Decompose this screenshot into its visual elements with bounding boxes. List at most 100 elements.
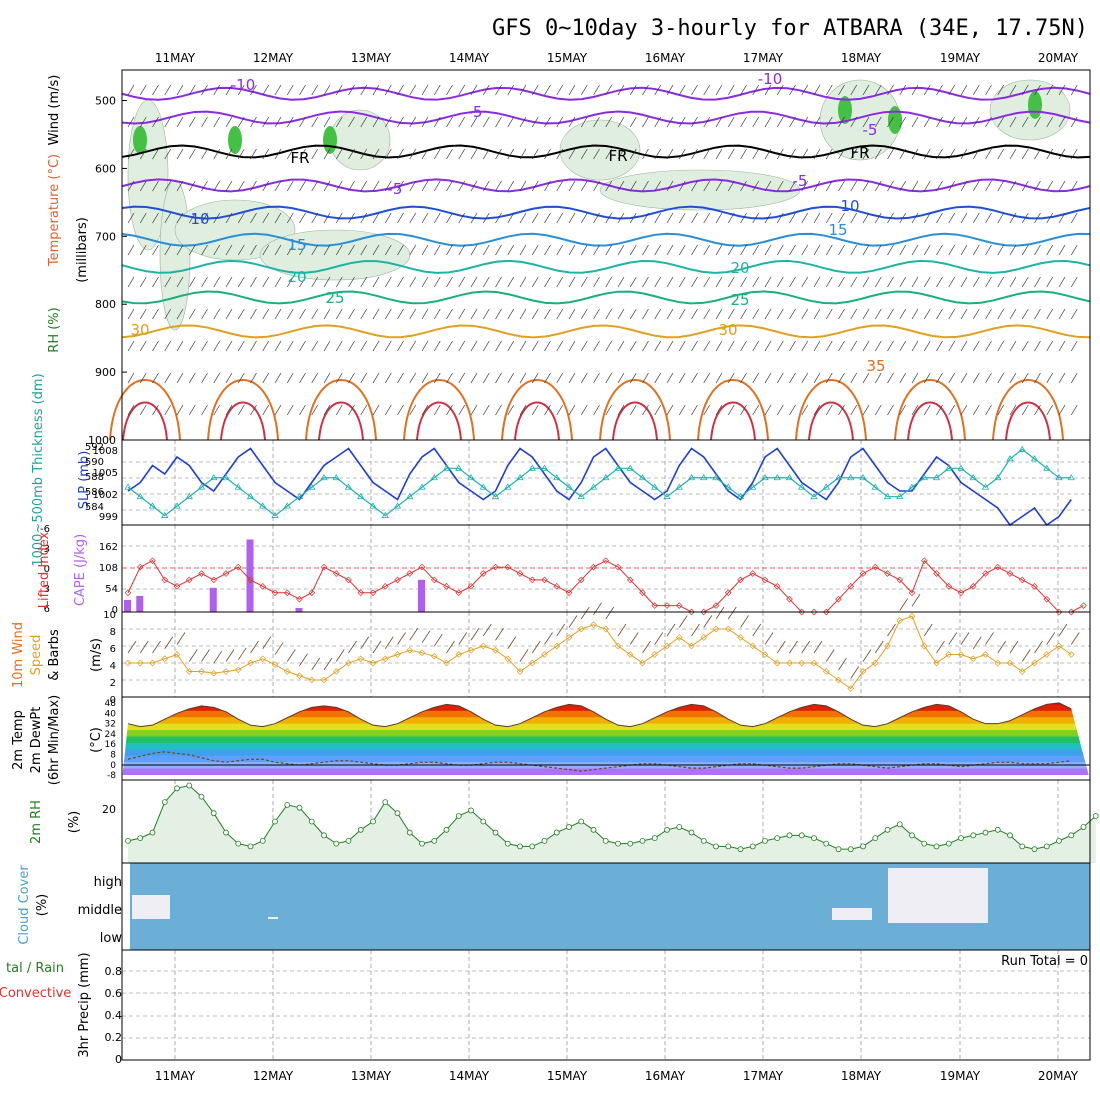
wind-barb bbox=[654, 308, 662, 320]
wind-barb bbox=[825, 404, 833, 416]
thickness-point bbox=[553, 474, 561, 481]
rh-point bbox=[933, 843, 940, 850]
date-label-top: 19MAY bbox=[940, 51, 981, 65]
temp-tick-label: 8 bbox=[110, 751, 116, 761]
wind-barb bbox=[188, 148, 196, 160]
wind-barb bbox=[286, 212, 294, 224]
wind-barb bbox=[764, 212, 772, 224]
thickness-point bbox=[173, 502, 181, 509]
thickness-tick-label: 588 bbox=[85, 472, 104, 483]
wind-barb bbox=[164, 212, 172, 224]
wind-barb bbox=[899, 598, 909, 611]
wind-barb bbox=[678, 148, 686, 160]
thickness-point bbox=[283, 502, 291, 509]
thickness-point bbox=[344, 483, 353, 490]
lifted-index-point bbox=[577, 576, 585, 584]
lifted-index-point bbox=[810, 608, 818, 616]
wind-barb bbox=[458, 212, 466, 224]
wind-barb bbox=[678, 84, 686, 96]
wind-barb bbox=[409, 212, 417, 224]
wind-barb bbox=[323, 657, 333, 671]
wind-barb bbox=[813, 404, 821, 416]
wind-speed-point bbox=[247, 659, 254, 667]
li-tick-label: -6 bbox=[40, 524, 50, 535]
wind-barb bbox=[972, 244, 980, 256]
precip-tick-label: 0.4 bbox=[105, 1009, 123, 1022]
wind-barb bbox=[188, 84, 196, 96]
rh-point bbox=[541, 837, 548, 844]
convective-legend-label: Convective bbox=[0, 986, 71, 1001]
wind-barb bbox=[936, 212, 943, 224]
wind-speed-point bbox=[749, 642, 757, 650]
wind-barb bbox=[519, 649, 529, 662]
wind-barb bbox=[850, 148, 858, 160]
thickness-point bbox=[700, 474, 708, 481]
rh-point bbox=[492, 829, 499, 836]
wind-barb bbox=[384, 84, 392, 96]
wind-barb bbox=[1009, 244, 1017, 256]
wind-barb bbox=[335, 84, 343, 96]
wind-barb bbox=[384, 116, 392, 128]
wind-barb bbox=[862, 404, 870, 416]
wind-barb bbox=[789, 180, 796, 192]
rh-point bbox=[835, 846, 842, 853]
wind-barb bbox=[482, 276, 490, 288]
wind-barb bbox=[372, 148, 380, 160]
wind-barb bbox=[740, 244, 747, 256]
wind-barb bbox=[776, 84, 784, 96]
thickness-point bbox=[516, 474, 524, 481]
wind-barb bbox=[262, 308, 270, 320]
lifted-index-point bbox=[259, 583, 267, 590]
wind-barb bbox=[593, 340, 600, 352]
wind-barb bbox=[678, 308, 686, 320]
wind-barb bbox=[323, 276, 331, 288]
wind-barb bbox=[1058, 623, 1068, 637]
rh-point bbox=[1080, 824, 1087, 830]
wind-tick-label: 0 bbox=[110, 695, 116, 706]
wind-barb bbox=[654, 116, 662, 128]
temp-band bbox=[122, 709, 1090, 718]
thickness-point bbox=[969, 474, 977, 481]
wind-speed-point bbox=[590, 621, 597, 629]
wind-barb bbox=[556, 404, 564, 416]
wind-barb bbox=[593, 276, 600, 288]
wind-barb bbox=[960, 148, 968, 160]
wind-barb bbox=[311, 148, 319, 160]
temp-tick-label: 0 bbox=[110, 761, 116, 771]
wind-barb bbox=[1009, 180, 1017, 192]
wind-barb bbox=[972, 308, 980, 320]
wind-barb bbox=[152, 244, 159, 256]
wind-barb bbox=[421, 84, 429, 96]
thickness-point bbox=[798, 483, 806, 490]
wind-barb bbox=[507, 148, 515, 160]
thickness-point bbox=[883, 492, 892, 500]
rh-point bbox=[272, 818, 278, 825]
wind-speed-point bbox=[308, 676, 316, 684]
wind-barb bbox=[519, 308, 527, 320]
wind-barb bbox=[1046, 340, 1054, 352]
wind-barb bbox=[446, 148, 453, 160]
wind-barb bbox=[397, 404, 404, 416]
wind-barb bbox=[997, 404, 1005, 416]
wind-barb bbox=[629, 212, 637, 224]
wind-barb bbox=[936, 340, 943, 352]
wind-barb bbox=[740, 148, 747, 160]
rh-point bbox=[884, 826, 891, 833]
rh-point bbox=[333, 840, 340, 847]
wind-barb bbox=[409, 404, 417, 416]
wind-barb bbox=[568, 276, 576, 288]
wind-barb bbox=[299, 244, 306, 256]
rh-point bbox=[590, 826, 597, 833]
wind-barb bbox=[372, 308, 380, 320]
wind-barb bbox=[801, 212, 809, 224]
wind-barb bbox=[813, 276, 821, 288]
wind-barb bbox=[972, 276, 980, 288]
date-label-top: 13MAY bbox=[351, 51, 392, 65]
wind-speed-point bbox=[933, 659, 940, 667]
rh-point bbox=[982, 829, 989, 836]
wind-barb bbox=[1021, 244, 1029, 256]
thickness-point bbox=[687, 474, 696, 481]
wind-barb bbox=[862, 116, 870, 128]
wind-barb bbox=[1046, 116, 1054, 128]
